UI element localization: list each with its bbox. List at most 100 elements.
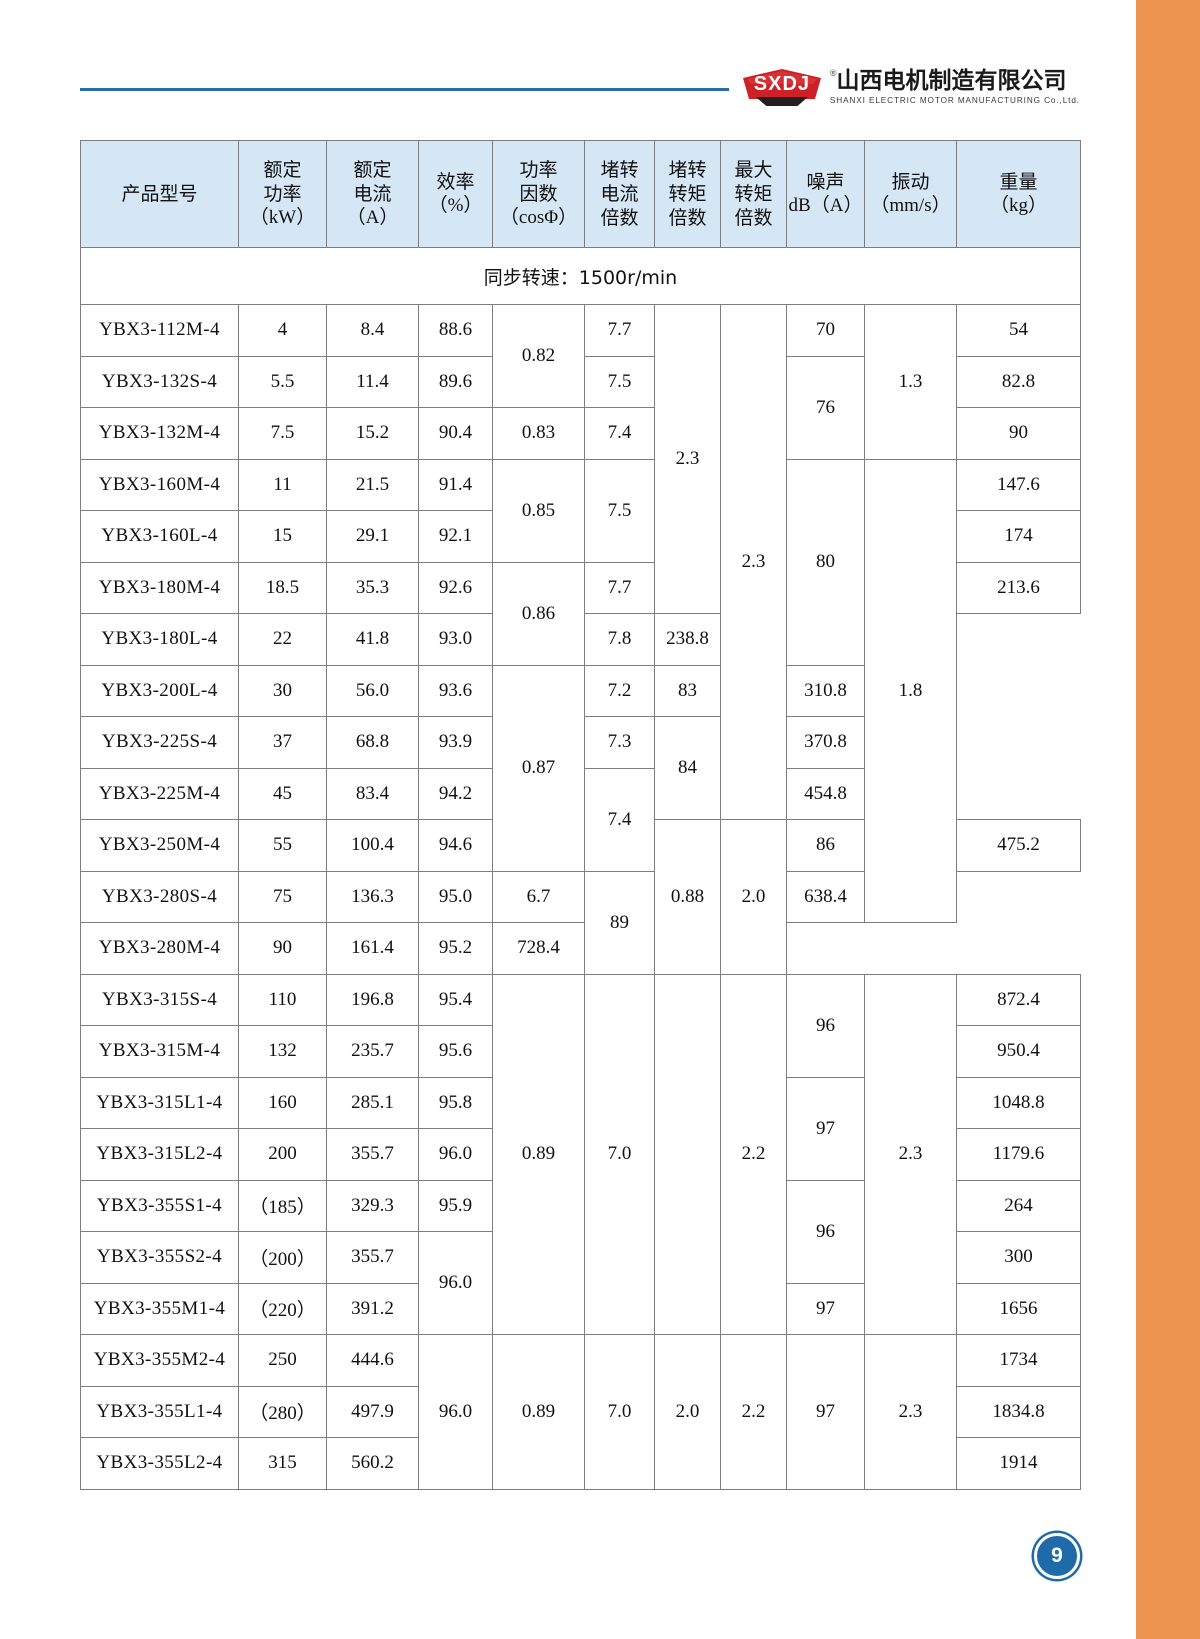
cell-model: YBX3-160M-4 bbox=[80, 458, 239, 511]
cell-model: YBX3-180M-4 bbox=[80, 561, 239, 614]
cell-efficiency: 96.0 bbox=[418, 1128, 493, 1181]
cell-locked-current: 7.3 bbox=[584, 716, 655, 769]
cell-power: 18.5 bbox=[238, 561, 327, 614]
cell-weight: 454.8 bbox=[786, 767, 865, 820]
cell-power-factor: 0.89 bbox=[492, 1334, 585, 1490]
cell-locked-current: 7.5 bbox=[584, 355, 655, 408]
cell-efficiency: 96.0 bbox=[418, 1334, 493, 1490]
cell-power: 11 bbox=[238, 458, 327, 511]
cell-model: YBX3-355S2-4 bbox=[80, 1231, 239, 1284]
page-header: SXDJ ®山西电机制造有限公司 SHANXI ELECTRIC MOTOR M… bbox=[80, 58, 1080, 116]
cell-power: 110 bbox=[238, 973, 327, 1026]
cell-model: YBX3-355M2-4 bbox=[80, 1334, 239, 1387]
cell-weight: 147.6 bbox=[956, 458, 1081, 511]
table-row: YBX3-132S-4 5.5 11.4 89.6 7.5 76 82.8 bbox=[80, 355, 1081, 460]
cell-efficiency: 94.2 bbox=[418, 767, 493, 820]
table-row: YBX3-355L1-4 （280） 497.9 1834.8 bbox=[80, 1385, 1081, 1438]
cell-weight: 90 bbox=[956, 407, 1081, 460]
cell-model: YBX3-280M-4 bbox=[80, 922, 239, 975]
table-row: YBX3-355S1-4 （185） 329.3 95.9 96 264 bbox=[80, 1179, 1081, 1284]
cell-locked-current: 7.0 bbox=[584, 1334, 655, 1490]
cell-max-torque: 2.3 bbox=[720, 304, 787, 820]
table-row: YBX3-315S-4 110 196.8 95.4 0.89 7.0 2.2 … bbox=[80, 973, 1081, 1335]
cell-current: 560.2 bbox=[326, 1437, 419, 1490]
cell-current: 68.8 bbox=[326, 716, 419, 769]
cell-noise: 76 bbox=[786, 355, 865, 460]
cell-power: 200 bbox=[238, 1128, 327, 1181]
table-row: YBX3-180M-4 18.5 35.3 92.6 0.86 7.7 213.… bbox=[80, 561, 1081, 666]
cell-noise: 96 bbox=[786, 973, 865, 1078]
table-row: YBX3-250M-4 55 100.4 94.6 0.88 2.0 86 47… bbox=[80, 819, 1081, 975]
cell-power: 132 bbox=[238, 1025, 327, 1078]
cell-locked-current: 7.4 bbox=[584, 767, 655, 872]
cell-weight: 213.6 bbox=[956, 561, 1081, 614]
cell-power: （280） bbox=[238, 1385, 327, 1438]
cell-weight: 728.4 bbox=[492, 922, 585, 975]
cell-weight: 950.4 bbox=[956, 1025, 1081, 1078]
cell-current: 56.0 bbox=[326, 664, 419, 717]
company-name-en: SHANXI ELECTRIC MOTOR MANUFACTURING Co.,… bbox=[829, 95, 1080, 105]
cell-model: YBX3-132S-4 bbox=[80, 355, 239, 408]
cell-model: YBX3-355L1-4 bbox=[80, 1385, 239, 1438]
cell-vibration: 2.3 bbox=[864, 973, 957, 1335]
table-row: YBX3-225S-4 37 68.8 93.9 7.3 84 370.8 bbox=[80, 716, 1081, 820]
cell-weight: 1048.8 bbox=[956, 1076, 1081, 1129]
cell-noise: 89 bbox=[584, 870, 655, 975]
cell-weight: 174 bbox=[956, 510, 1081, 563]
col-header-noise: 噪声 dB（A） bbox=[786, 140, 865, 248]
cell-power: 5.5 bbox=[238, 355, 327, 408]
cell-power: （220） bbox=[238, 1282, 327, 1335]
cell-efficiency: 96.0 bbox=[418, 1231, 493, 1335]
cell-noise: 84 bbox=[654, 716, 721, 820]
cell-model: YBX3-280S-4 bbox=[80, 870, 239, 923]
section-title-cell: 同步转速：1500r/min bbox=[80, 247, 1081, 305]
table-row: YBX3-280S-4 75 136.3 95.0 6.7 89 638.4 bbox=[80, 870, 1081, 975]
header-row: 产品型号 额定 功率 （kW） 额定 电流 （A） 效率 （%） 功率 因数 （cosΦ） 堵… bbox=[80, 140, 1081, 248]
cell-power-factor: 0.88 bbox=[654, 819, 721, 975]
cell-vibration: 1.3 bbox=[864, 304, 957, 460]
cell-model: YBX3-132M-4 bbox=[80, 407, 239, 460]
col-header-locked-rotor-torque: 堵转 转矩 倍数 bbox=[654, 140, 721, 248]
cell-locked-current: 7.4 bbox=[584, 407, 655, 460]
cell-power: 160 bbox=[238, 1076, 327, 1129]
cell-weight: 1656 bbox=[956, 1282, 1081, 1335]
cell-locked-current: 7.7 bbox=[584, 304, 655, 357]
cell-efficiency: 90.4 bbox=[418, 407, 493, 460]
cell-model: YBX3-315L1-4 bbox=[80, 1076, 239, 1129]
cell-locked-current: 7.5 bbox=[584, 458, 655, 563]
cell-vibration: 2.3 bbox=[864, 1334, 957, 1490]
motor-spec-table: 产品型号 额定 功率 （kW） 额定 电流 （A） 效率 （%） 功率 因数 （cosΦ） 堵… bbox=[80, 140, 1081, 1490]
cell-efficiency: 93.6 bbox=[418, 664, 493, 717]
cell-current: 235.7 bbox=[326, 1025, 419, 1078]
cell-current: 161.4 bbox=[326, 922, 419, 975]
col-header-weight: 重量 （kg） bbox=[956, 140, 1081, 248]
cell-power: 45 bbox=[238, 767, 327, 820]
cell-power: （200） bbox=[238, 1231, 327, 1284]
cell-noise: 80 bbox=[786, 458, 865, 666]
table-row: YBX3-200L-4 30 56.0 93.6 0.87 7.2 83 310… bbox=[80, 664, 1081, 872]
cell-weight: 370.8 bbox=[786, 716, 865, 769]
registered-trademark-icon: ® bbox=[829, 68, 837, 79]
cell-power: （185） bbox=[238, 1179, 327, 1232]
cell-weight: 310.8 bbox=[786, 664, 865, 717]
cell-model: YBX3-112M-4 bbox=[80, 304, 239, 357]
col-header-rated-current: 额定 电流 （A） bbox=[326, 140, 419, 248]
cell-weight: 300 bbox=[956, 1231, 1081, 1284]
cell-model: YBX3-225M-4 bbox=[80, 767, 239, 820]
cell-power-factor: 0.86 bbox=[492, 561, 585, 666]
cell-efficiency: 91.4 bbox=[418, 458, 493, 511]
shield-icon bbox=[742, 69, 821, 99]
table-row: YBX3-355L2-4 315 560.2 1914 bbox=[80, 1437, 1081, 1490]
cell-power: 22 bbox=[238, 613, 327, 666]
cell-current: 497.9 bbox=[326, 1385, 419, 1438]
cell-power: 250 bbox=[238, 1334, 327, 1387]
page-number-badge: 9 bbox=[1034, 1533, 1080, 1579]
cell-current: 83.4 bbox=[326, 767, 419, 820]
cell-current: 136.3 bbox=[326, 870, 419, 923]
cell-weight: 1734 bbox=[956, 1334, 1081, 1387]
cell-model: YBX3-355L2-4 bbox=[80, 1437, 239, 1490]
table-row: YBX3-315L1-4 160 285.1 95.8 97 1048.8 bbox=[80, 1076, 1081, 1181]
cell-model: YBX3-355M1-4 bbox=[80, 1282, 239, 1335]
cell-power: 30 bbox=[238, 664, 327, 717]
